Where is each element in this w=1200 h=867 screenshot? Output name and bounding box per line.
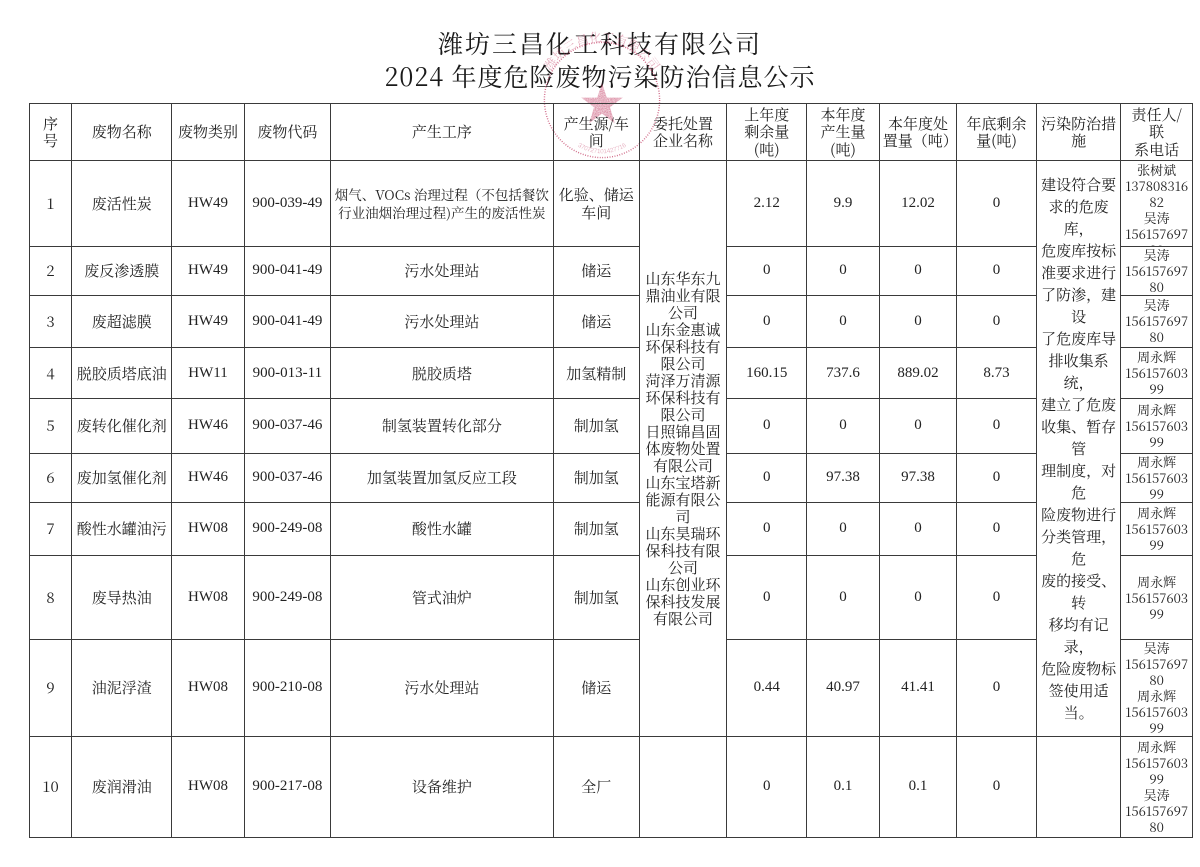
svg-text:潍坊三昌化工有限公司: 潍坊三昌化工有限公司: [539, 27, 664, 73]
